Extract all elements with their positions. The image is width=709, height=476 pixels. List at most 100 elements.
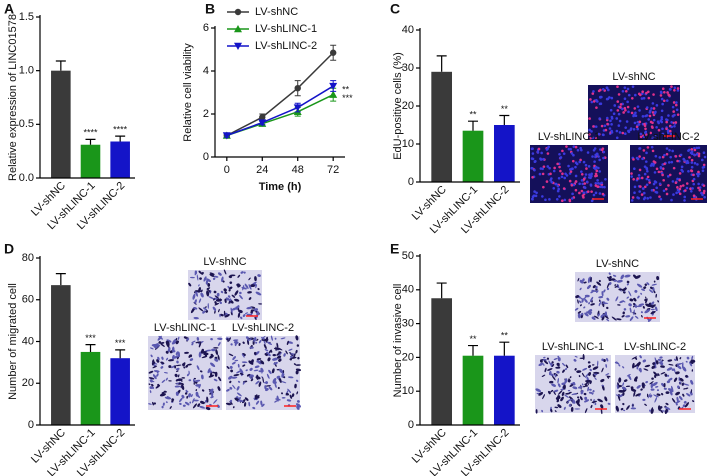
cell-nucleus [592,148,596,152]
cell-nucleus [690,190,693,193]
cell [231,307,237,311]
cell [651,377,654,380]
cell [159,393,167,397]
point [294,85,301,92]
cell [205,279,209,285]
cell [547,368,553,371]
cell-nucleus [542,157,545,161]
cell [640,388,643,391]
cell-nucleus [608,127,612,130]
cell [679,378,684,382]
cell-nucleus [638,168,642,172]
y-tick-label: 10 [402,138,414,150]
cell-nucleus [610,123,613,126]
cell [231,376,238,379]
cell [674,358,677,361]
cell [255,400,260,405]
cell [226,338,229,341]
cell [644,364,651,368]
cell [642,398,646,401]
cell [635,275,641,279]
cell-nucleus [627,130,631,134]
cell [199,405,206,409]
cell [683,400,687,404]
cell [575,400,580,404]
cell [689,361,693,367]
cell-nucleus [570,197,574,200]
cell [215,298,223,302]
cell [153,370,160,373]
y-tick-label: 4 [203,65,209,77]
cell [229,365,233,369]
cell-nucleus [676,177,679,181]
cell-nucleus [595,169,599,173]
cell [652,381,658,387]
cell [634,315,639,319]
cell [246,373,251,377]
cell [600,378,605,383]
cell [244,397,249,401]
significance: ** [342,84,350,94]
cell-nucleus [603,185,606,189]
cell [592,366,599,370]
cell [295,335,299,341]
cell-nucleus [665,120,668,124]
cell [291,393,295,398]
y-tick-label: 30 [402,318,414,330]
cell-nucleus [535,191,538,195]
cell-nucleus [591,92,595,95]
cell [685,387,689,390]
cell [569,376,572,379]
error-bar [499,341,510,356]
cell [227,295,231,298]
cell [200,292,204,298]
cell-nucleus [690,147,694,151]
cell [166,339,172,343]
cell [230,343,233,346]
cell-nucleus [626,100,629,104]
point [293,104,302,112]
cell [654,374,657,379]
cell-nucleus [542,185,545,189]
cell-nucleus [641,90,644,94]
legend-label: LV-shLINC-2 [255,40,317,52]
cell [205,309,209,313]
cell [223,310,226,316]
cell [253,336,257,343]
cell-nucleus [574,161,578,165]
cell [234,298,240,302]
cell-nucleus [631,85,635,88]
cell [162,402,165,406]
cell-nucleus [703,155,707,159]
cell [226,366,230,370]
cell-nucleus [617,93,621,96]
bar [493,125,515,182]
cell [641,382,645,386]
cell-nucleus [603,124,607,128]
cell-nucleus [572,153,575,157]
cell-nucleus [662,99,666,103]
cell [603,301,606,305]
cell [253,308,259,312]
cell [273,361,278,365]
cell-nucleus [550,177,553,180]
cell [277,386,280,390]
cell [651,283,657,286]
cell-nucleus [670,85,673,88]
cell [283,353,286,357]
cell-nucleus [567,147,571,151]
cell-nucleus [533,190,536,193]
cell [613,279,618,282]
cell [171,346,175,353]
cell [564,367,568,371]
cell [616,318,622,321]
cell-nucleus [632,177,635,181]
cell [198,298,202,303]
cell-nucleus [581,182,585,186]
cell-nucleus [673,124,676,128]
y-tick-label: 20 [402,100,414,112]
cell [205,406,211,411]
cell [571,393,577,396]
bar [431,298,453,425]
cell [615,296,619,302]
